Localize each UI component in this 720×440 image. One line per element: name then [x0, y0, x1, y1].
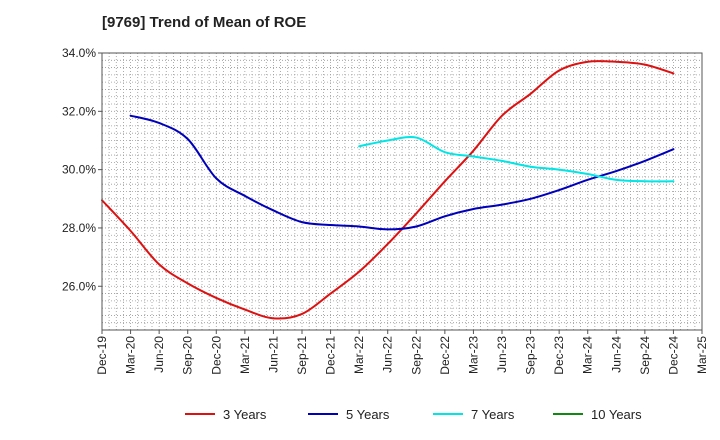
x-tick-label: Jun-23 [495, 336, 509, 373]
x-tick-label: Dec-22 [438, 336, 452, 375]
series-line-3 [358, 135, 675, 183]
y-tick-label: 26.0% [62, 279, 96, 293]
x-tick-label: Mar-23 [466, 336, 480, 374]
x-tick-label: Dec-24 [666, 336, 680, 375]
legend-label-1: 3 Years [223, 407, 267, 422]
series-line-2 [129, 114, 675, 231]
y-axis: 26.0% 28.0% 30.0% 32.0% 34.0% [62, 46, 102, 293]
x-tick-label: Mar-21 [238, 336, 252, 374]
x-tick-label: Dec-19 [95, 336, 109, 375]
x-tick-label: Jun-20 [152, 336, 166, 373]
x-tick-label: Mar-20 [124, 336, 138, 374]
series-lines [101, 59, 675, 320]
x-tick-label: Sep-23 [524, 336, 538, 375]
x-tick-label: Sep-24 [638, 336, 652, 375]
grid-lines [102, 53, 702, 330]
x-tick-label: Mar-22 [352, 336, 366, 374]
x-axis: Dec-19 Mar-20 Jun-20 Sep-20 Dec-20 Mar-21 Jun-… [95, 330, 709, 375]
chart-title: [9769] Trend of Mean of ROE [102, 14, 307, 31]
legend-label-4: 10 Years [591, 407, 642, 422]
x-tick-label: Dec-20 [209, 336, 223, 375]
y-tick-label: 32.0% [62, 104, 96, 118]
x-tick-label: Jun-22 [381, 336, 395, 373]
y-tick-label: 28.0% [62, 221, 96, 235]
y-tick-label: 34.0% [62, 46, 96, 60]
y-tick-label: 30.0% [62, 163, 96, 177]
plot-area-frame [101, 52, 703, 331]
legend-label-3: 7 Years [471, 407, 515, 422]
legend: 3 Years 5 Years 7 Years 10 Years [185, 407, 642, 422]
x-tick-label: Dec-23 [552, 336, 566, 375]
x-tick-label: Sep-20 [181, 336, 195, 375]
x-tick-label: Mar-25 [695, 336, 709, 374]
x-tick-label: Jun-21 [266, 336, 280, 373]
legend-label-2: 5 Years [346, 407, 390, 422]
x-tick-label: Sep-21 [295, 336, 309, 375]
x-tick-label: Jun-24 [609, 336, 623, 373]
x-tick-label: Mar-24 [581, 336, 595, 374]
series-line-1 [101, 59, 675, 320]
x-tick-label: Sep-22 [409, 336, 423, 375]
x-tick-label: Dec-21 [324, 336, 338, 375]
